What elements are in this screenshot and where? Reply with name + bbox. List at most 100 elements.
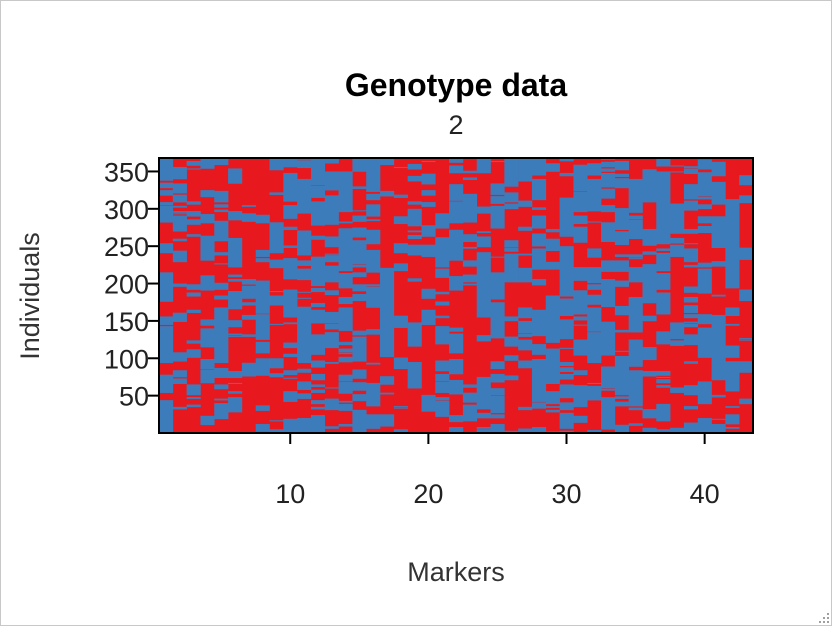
heatmap-cell [241, 302, 256, 306]
heatmap-cell [573, 267, 588, 281]
heatmap-cell [241, 205, 256, 207]
heatmap-cell [601, 388, 616, 391]
heatmap-cell [269, 420, 284, 422]
heatmap-cell [462, 193, 478, 223]
heatmap-cell [310, 158, 326, 186]
heatmap-cell [518, 406, 533, 411]
heatmap-cell [310, 389, 326, 393]
heatmap-cell [172, 312, 187, 322]
y-tick-label: 100 [104, 344, 149, 374]
heatmap-cell [435, 315, 450, 319]
heatmap-cell [186, 160, 201, 166]
heatmap-cell [518, 320, 533, 334]
heatmap-cell [172, 378, 187, 384]
heatmap-cell [186, 211, 201, 217]
heatmap-cell [159, 158, 174, 181]
heatmap-cell [545, 391, 560, 405]
heatmap-cell [380, 376, 395, 385]
heatmap-cell [338, 424, 353, 427]
heatmap-cell [531, 359, 547, 402]
heatmap-cell [366, 249, 381, 273]
heatmap-cell [587, 284, 602, 290]
heatmap-cell [297, 393, 312, 399]
heatmap-cell [587, 163, 602, 176]
y-tick-label: 250 [104, 232, 149, 262]
heatmap-cell [352, 382, 367, 391]
heatmap-cell [739, 247, 754, 260]
heatmap-cell [352, 215, 367, 222]
heatmap-cell [573, 339, 588, 356]
heatmap-cell [518, 339, 533, 351]
heatmap-cell [725, 307, 740, 316]
heatmap-cell [697, 262, 712, 268]
heatmap-cell [352, 294, 367, 302]
heatmap-cell [421, 202, 436, 207]
heatmap-cell [352, 409, 367, 434]
heatmap-cell [172, 166, 187, 180]
heatmap-cell [297, 160, 312, 169]
heatmap-cell [739, 289, 754, 302]
heatmap-cell [449, 415, 464, 423]
heatmap-cell [393, 216, 408, 225]
heatmap-cell [490, 395, 505, 414]
heatmap-cell [504, 316, 519, 322]
heatmap-cell [531, 215, 547, 229]
heatmap-cell [435, 400, 450, 417]
heatmap-cell [739, 338, 754, 340]
heatmap-cell [614, 424, 629, 434]
heatmap-cell [366, 286, 381, 308]
heatmap-cell [518, 428, 533, 434]
heatmap-cell [269, 291, 284, 293]
heatmap-cell [518, 158, 533, 182]
x-tick-label: 30 [551, 479, 581, 509]
heatmap-cell [269, 429, 284, 434]
heatmap-cell [725, 361, 740, 392]
heatmap-cell [283, 289, 298, 318]
heatmap-cell [269, 158, 284, 171]
heatmap-cell [324, 426, 339, 429]
heatmap-cell [683, 406, 699, 410]
heatmap-cell [545, 409, 560, 413]
heatmap-cell [559, 298, 574, 316]
heatmap-cell [462, 260, 478, 267]
heatmap-cell [366, 204, 381, 217]
heatmap-cell [283, 370, 298, 376]
heatmap-cell [186, 234, 201, 237]
heatmap-cell [642, 251, 657, 255]
heatmap-cell [642, 347, 657, 361]
heatmap-cell [656, 429, 671, 432]
heatmap-cell [366, 158, 381, 192]
heatmap-cell [587, 178, 602, 212]
heatmap-cell [310, 288, 326, 293]
heatmap-cell [435, 373, 450, 381]
heatmap-cell [255, 258, 270, 263]
heatmap-cell [214, 190, 229, 203]
heatmap-cell [338, 341, 353, 346]
heatmap-cell [573, 415, 588, 423]
heatmap-cell [628, 339, 643, 367]
heatmap-cell [283, 322, 298, 325]
heatmap-cell [628, 423, 643, 426]
heatmap-cell [159, 374, 174, 393]
heatmap-cell [269, 295, 284, 306]
heatmap-cell [310, 360, 326, 368]
resize-grip-icon[interactable] [811, 605, 831, 625]
heatmap-cell [559, 246, 574, 297]
heatmap-cell [324, 323, 339, 330]
heatmap-cell [297, 368, 312, 373]
heatmap-cell [601, 321, 616, 356]
heatmap-cell [214, 263, 229, 265]
heatmap-cell [462, 384, 478, 388]
heatmap-cell [628, 407, 643, 411]
heatmap-cell [545, 406, 560, 408]
heatmap-cell [269, 358, 284, 369]
heatmap-cell [214, 403, 229, 420]
heatmap-cell [407, 322, 422, 347]
heatmap-cell [393, 194, 408, 198]
heatmap-cell [269, 373, 284, 378]
heatmap-cell [697, 381, 712, 405]
heatmap-cell [172, 283, 187, 287]
heatmap-cell [683, 321, 699, 324]
heatmap-cell [614, 254, 629, 257]
heatmap-cell [297, 178, 312, 214]
